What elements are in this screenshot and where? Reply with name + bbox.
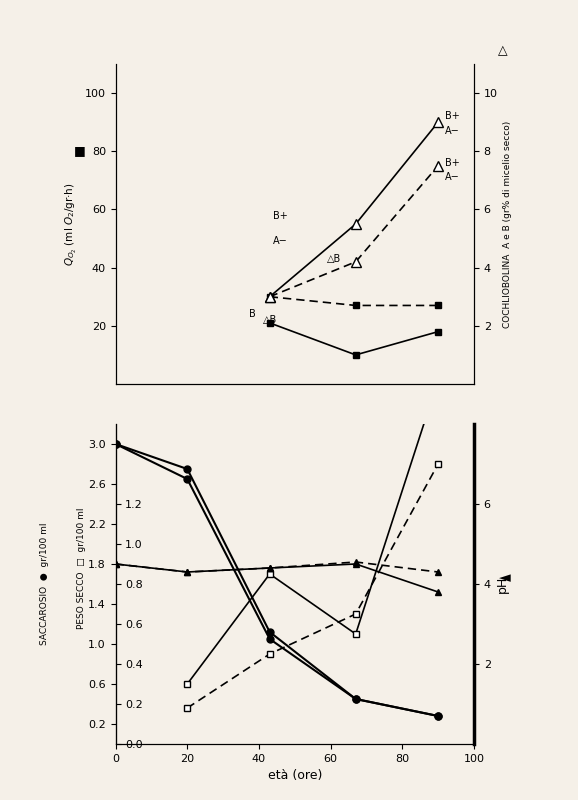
Text: △B: △B	[327, 254, 342, 264]
Text: B+: B+	[273, 211, 288, 221]
Text: A−: A−	[273, 236, 288, 246]
Text: A−: A−	[445, 126, 460, 136]
Text: △: △	[498, 45, 507, 58]
Y-axis label: pH: pH	[497, 575, 509, 593]
X-axis label: età (ore): età (ore)	[268, 770, 322, 782]
Text: ◄: ◄	[499, 570, 511, 585]
Y-axis label: SACCAROSIO  ●  gr/100 ml: SACCAROSIO ● gr/100 ml	[40, 522, 49, 646]
Text: B+: B+	[445, 111, 460, 122]
Text: △B: △B	[262, 315, 277, 325]
Text: B: B	[249, 309, 255, 319]
Text: A−: A−	[445, 173, 460, 182]
Y-axis label: COCHLIOBOLINA  A e B (gr% di micelio secco): COCHLIOBOLINA A e B (gr% di micelio secc…	[503, 120, 512, 328]
Text: ■: ■	[74, 144, 86, 157]
Text: B+: B+	[445, 158, 460, 168]
Text: PESO SECCO  □  gr/100 ml: PESO SECCO □ gr/100 ml	[77, 507, 86, 629]
Y-axis label: $Q_{O_2}$ (ml $O_2$/gr·h): $Q_{O_2}$ (ml $O_2$/gr·h)	[64, 182, 79, 266]
